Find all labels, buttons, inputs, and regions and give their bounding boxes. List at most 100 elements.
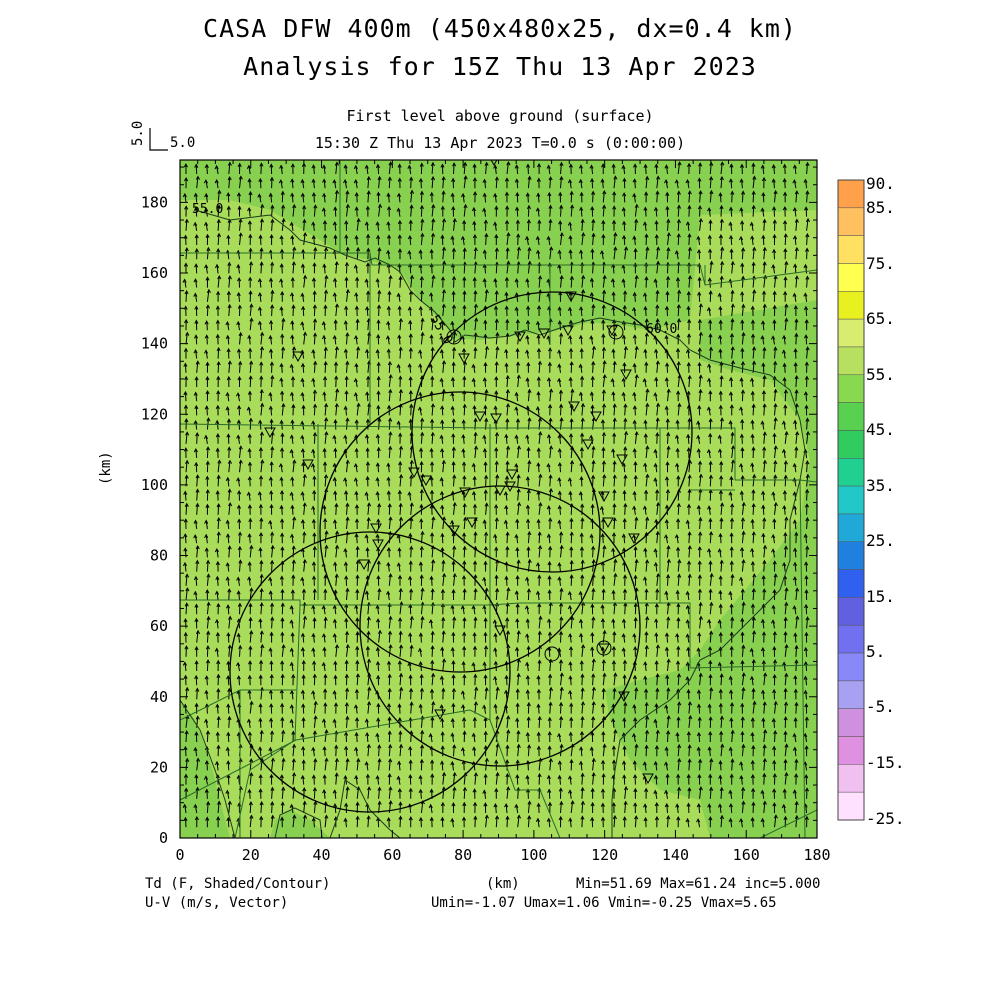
wind-vector [495,248,498,260]
wind-vector-head [589,291,594,297]
wind-vector-head [708,417,713,423]
wind-vector-head [685,221,690,226]
wind-vector [441,448,444,459]
wind-vector-head [580,517,585,522]
wind-vector-head [375,476,380,482]
wind-vector [196,176,199,189]
wind-vector [367,191,370,203]
wind-vector-head [761,176,767,182]
wind-vector [688,247,691,260]
wind-vector-head [364,221,369,226]
wind-vector-head [771,491,776,496]
wind-vector [346,517,349,530]
wind-vector-head [601,261,607,266]
wind-vector-head [578,249,584,254]
wind-vector [634,363,636,373]
wind-vector-head [687,488,692,493]
wind-vector-head [238,232,243,237]
wind-vector-head [579,347,584,353]
wind-vector [410,503,413,515]
wind-vector [677,162,681,175]
wind-vector-head [656,175,661,180]
wind-vector-head [773,402,778,408]
wind-vector-head [471,363,476,368]
wind-vector-head [557,320,562,325]
wind-vector [688,489,691,501]
wind-vector-head [311,420,316,425]
wind-vector-head [514,178,519,183]
wind-vector [259,178,262,189]
wind-vector-head [740,347,745,352]
wind-vector-head [408,418,413,423]
wind-vector-head [300,263,305,268]
wind-vector-head [365,391,370,396]
wind-vector [560,162,562,175]
wind-vector-head [643,163,648,168]
wind-vector-head [472,220,477,225]
wind-vector-head [569,347,574,353]
wind-vector-head [645,246,650,251]
wind-vector [666,505,668,515]
wind-vector-head [493,192,498,198]
wind-vector [399,276,402,288]
wind-vector-head [311,178,316,183]
wind-vector-head [773,416,778,422]
wind-vector-head [559,332,564,337]
wind-vector-head [740,262,745,267]
wind-vector-head [655,417,660,422]
wind-vector-head [642,505,647,510]
wind-vector [730,235,733,246]
wind-vector-head [483,319,488,324]
wind-vector [612,349,615,359]
wind-vector-head [653,206,658,212]
wind-vector-head [193,292,198,297]
wind-vector-head [376,404,381,410]
wind-vector [249,361,252,373]
wind-vector [656,176,659,189]
wind-vector-head [343,434,348,439]
wind-vector-head [794,446,799,451]
wind-vector-head [697,177,702,182]
wind-vector-head [675,447,680,453]
wind-vector [260,389,263,402]
wind-vector-head [482,519,487,524]
wind-vector-head [495,345,500,351]
wind-vector [581,403,584,416]
wind-vector-head [205,488,210,494]
wind-vector [784,517,787,530]
wind-vector-head [345,516,350,521]
wind-vector-head [386,234,392,239]
wind-vector-head [260,331,265,336]
wind-vector-head [505,388,510,394]
wind-vector [720,376,723,388]
wind-vector-head [752,246,757,251]
wind-vector-head [506,402,511,408]
wind-vector-head [462,304,467,309]
wind-vector-head [772,432,777,438]
wind-vector [667,232,670,246]
wind-vector [687,222,690,231]
wind-vector [410,404,412,416]
wind-vector-head [632,505,637,510]
wind-vector [228,361,231,373]
wind-vector [634,219,637,231]
wind-vector [335,261,338,274]
wind-vector-head [493,277,498,283]
wind-vector [688,375,691,388]
wind-vector [280,378,283,388]
wind-vector-head [237,404,242,410]
wind-vector-head [495,331,500,337]
wind-vector-head [280,390,285,395]
wind-vector-head [260,459,265,464]
wind-vector [335,162,338,175]
wind-vector [773,179,775,189]
wind-vector-head [525,334,530,340]
wind-vector [794,208,797,217]
wind-vector-head [782,334,787,340]
wind-vector-head [300,491,305,496]
wind-vector [184,491,187,501]
wind-vector [774,275,777,288]
plot-subtitle: Analysis for 15Z Thu 13 Apr 2023 [243,52,757,81]
wind-vector [239,332,242,345]
wind-vector-head [793,305,798,310]
